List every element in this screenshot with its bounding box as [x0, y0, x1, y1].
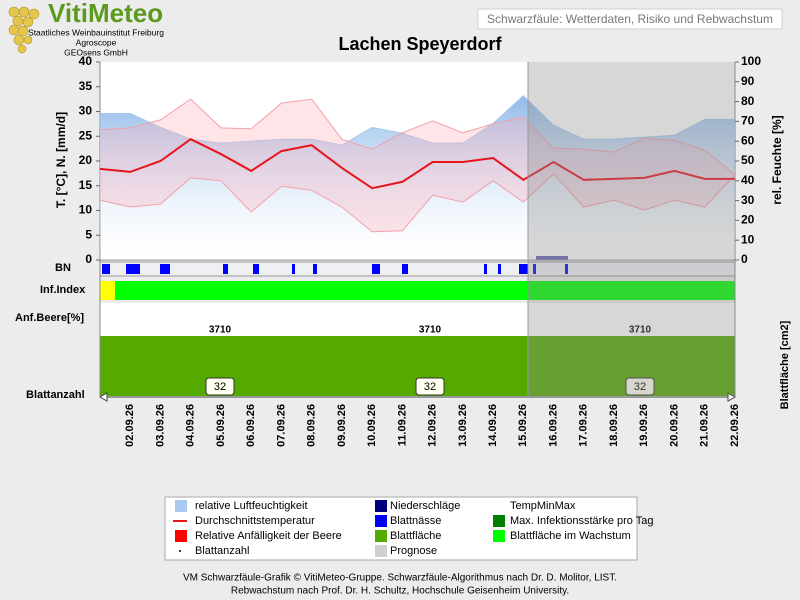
y2-tick-label: 30 — [741, 193, 755, 207]
y2-tick-label: 10 — [741, 232, 755, 246]
legend-swatch — [493, 530, 505, 542]
y2-axis-label: rel. Feuchte [%] — [770, 115, 784, 204]
legend-swatch — [375, 545, 387, 557]
x-tick-label: 04.09.26 — [185, 404, 197, 447]
x-tick-label: 16.09.26 — [547, 404, 559, 447]
y-tick-label: 30 — [79, 104, 93, 118]
x-tick-label: 10.09.26 — [366, 404, 378, 447]
row-label: Blattfläche [cm2] — [779, 320, 791, 409]
temp-max — [99, 98, 736, 176]
humidity-area — [100, 95, 735, 260]
arrow-heads — [98, 392, 737, 402]
row-label: Blattanzahl — [26, 389, 85, 401]
x-tick-label: 13.09.26 — [457, 404, 469, 447]
x-tick-label: 17.09.26 — [578, 404, 590, 447]
y-tick-label: 0 — [85, 252, 92, 266]
x-tick-label: 18.09.26 — [608, 404, 620, 447]
x-tick-label: 20.09.26 — [668, 404, 680, 447]
y2-tick-label: 0 — [741, 252, 748, 266]
legend-label: Durchschnittstemperatur — [195, 515, 315, 527]
legend-label: Blattfläche im Wachstum — [510, 530, 631, 542]
y-tick-label: 20 — [79, 153, 93, 167]
x-tick-label: 09.09.26 — [336, 404, 348, 447]
y2-tick-label: 50 — [741, 153, 755, 167]
x-tick-label: 07.09.26 — [275, 404, 287, 447]
leaf-count-box — [415, 377, 445, 396]
legend-swatch — [375, 515, 387, 527]
logo-grapes — [8, 6, 40, 54]
inf-risk — [100, 281, 115, 300]
legend-label: Blattnässe — [390, 515, 441, 527]
legend-swatch — [175, 500, 187, 512]
leaf-area-label: 3710 — [629, 325, 652, 336]
y2-tick-label: 20 — [741, 213, 755, 227]
x-tick-label: 11.09.26 — [396, 404, 408, 446]
legend-label: Max. Infektionsstärke pro Tag — [510, 515, 653, 527]
inf-row — [100, 281, 735, 300]
temp-line — [99, 138, 735, 190]
leaf-area-label: 3710 — [419, 325, 442, 336]
temp-min — [99, 173, 736, 233]
legend-label: Blattfläche — [390, 530, 441, 542]
y-tick-label: 25 — [79, 128, 93, 142]
legend-label: Niederschläge — [390, 500, 460, 512]
y2-tick-label: 60 — [741, 133, 755, 147]
legend-label: Relative Anfälligkeit der Beere — [195, 530, 342, 542]
row-label: Anf.Beere[%] — [15, 312, 84, 324]
legend-swatch — [375, 500, 387, 512]
org-line: Agroscope — [76, 37, 117, 47]
leaf-area-label: 3710 — [209, 325, 232, 336]
org-line: GEOsens GmbH — [64, 47, 128, 57]
x-tick-label: 02.09.26 — [124, 404, 136, 447]
x-tick-label: 08.09.26 — [306, 404, 318, 447]
x-tick-label: 15.09.26 — [517, 404, 529, 447]
anf-row — [100, 303, 735, 336]
row-label: Inf.Index — [40, 284, 86, 296]
legend-label: TempMinMax — [510, 500, 576, 512]
footer: Rebwachstum nach Prof. Dr. H. Schultz, H… — [231, 586, 569, 597]
y-tick-label: 40 — [79, 54, 93, 68]
y2-tick-label: 40 — [741, 173, 755, 187]
x-tick-label: 21.09.26 — [699, 404, 711, 447]
subtitle: Schwarzfäule: Wetterdaten, Risiko und Re… — [487, 12, 773, 26]
leaf-count-label: 32 — [634, 381, 646, 393]
y-tick-label: 35 — [79, 79, 93, 93]
y2-tick-label: 90 — [741, 74, 755, 88]
x-tick-label: 19.09.26 — [638, 404, 650, 447]
leaf-count-label: 32 — [424, 381, 436, 393]
legend-label: Blattanzahl — [195, 545, 249, 557]
x-tick-label: 03.09.26 — [154, 404, 166, 447]
org-line: Staatliches Weinbauinstitut Freiburg — [28, 27, 164, 37]
y2-tick-label: 80 — [741, 94, 755, 108]
y-tick-label: 5 — [85, 227, 92, 241]
leaf-count-box — [205, 377, 235, 396]
x-tick-label: 06.09.26 — [245, 404, 257, 447]
y2-tick-label: 100 — [741, 54, 761, 68]
y-axis-label: T. [°C], N. [mm/d] — [54, 112, 68, 208]
legend-label: Prognose — [390, 545, 437, 557]
legend-swatch — [175, 530, 187, 542]
y-tick-label: 10 — [79, 203, 93, 217]
subtitle-box — [477, 8, 783, 30]
chart-title: Lachen Speyerdorf — [338, 34, 502, 54]
x-tick-label: 05.09.26 — [215, 404, 227, 447]
forecast-overlay — [528, 62, 735, 396]
legend-swatch — [179, 550, 181, 552]
legend-swatch — [375, 530, 387, 542]
leaf-count-box — [625, 377, 655, 396]
row-label: BN — [55, 262, 71, 274]
logo: VitiMeteo — [48, 0, 163, 28]
leaf-count-label: 32 — [214, 381, 226, 393]
humidity-line — [100, 94, 735, 146]
y-tick-label: 15 — [79, 178, 93, 192]
footer: VM Schwarzfäule-Grafik © VitiMeteo-Grupp… — [183, 573, 617, 584]
x-tick-label: 14.09.26 — [487, 404, 499, 447]
x-tick-label: 22.09.26 — [729, 404, 741, 447]
legend-swatch — [493, 515, 505, 527]
legend-label: relative Luftfeuchtigkeit — [195, 500, 308, 512]
legend-box — [164, 496, 638, 561]
y2-tick-label: 70 — [741, 114, 755, 128]
x-tick-label: 12.09.26 — [427, 404, 439, 447]
